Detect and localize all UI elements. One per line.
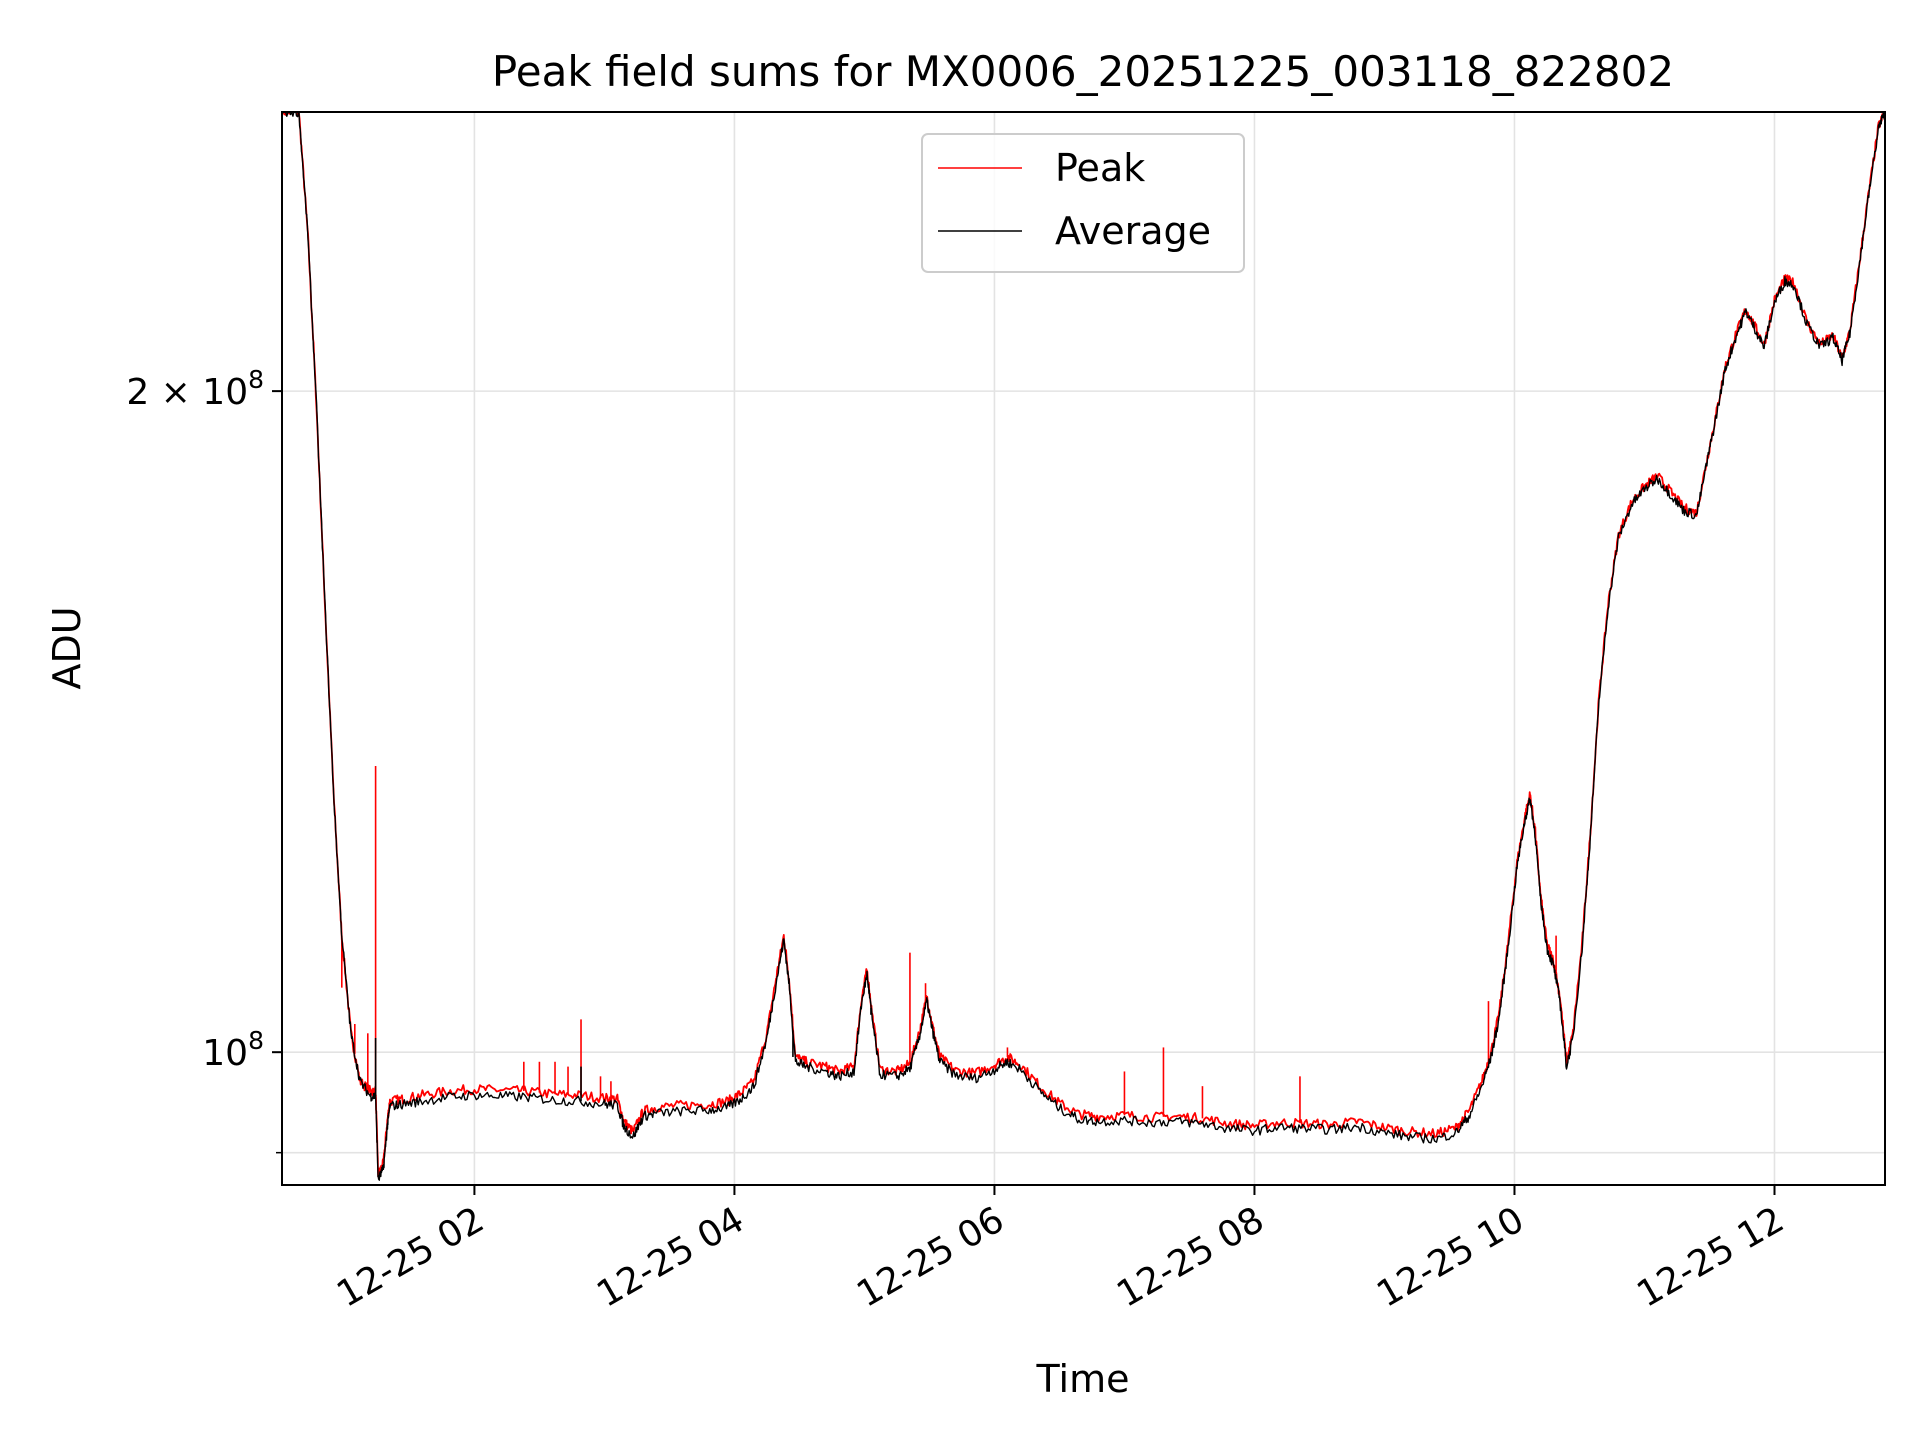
- chart-title: Peak field sums for MX0006_20251225_0031…: [492, 47, 1674, 96]
- y-tick-base: 2 × 10: [126, 372, 248, 413]
- series-average: [282, 112, 1885, 1181]
- grid-lines: [282, 112, 1885, 1185]
- legend: Peak Average: [921, 133, 1245, 273]
- y-tick-label: 108: [202, 1026, 264, 1074]
- y-tick-exponent: 8: [248, 1026, 264, 1055]
- x-axis-label: Time: [1036, 1357, 1130, 1401]
- series-line-average: [282, 112, 1885, 1181]
- y-tick-base: 10: [202, 1033, 248, 1074]
- y-axis-label: ADU: [45, 606, 89, 689]
- plot-frame: [281, 111, 1886, 1186]
- legend-peak-label: Peak: [1055, 146, 1145, 190]
- legend-average-label: Average: [1055, 209, 1211, 253]
- y-tick-label: 2 × 108: [126, 365, 264, 413]
- plot-series-area: [282, 112, 1885, 1181]
- y-tick-exponent: 8: [248, 365, 264, 394]
